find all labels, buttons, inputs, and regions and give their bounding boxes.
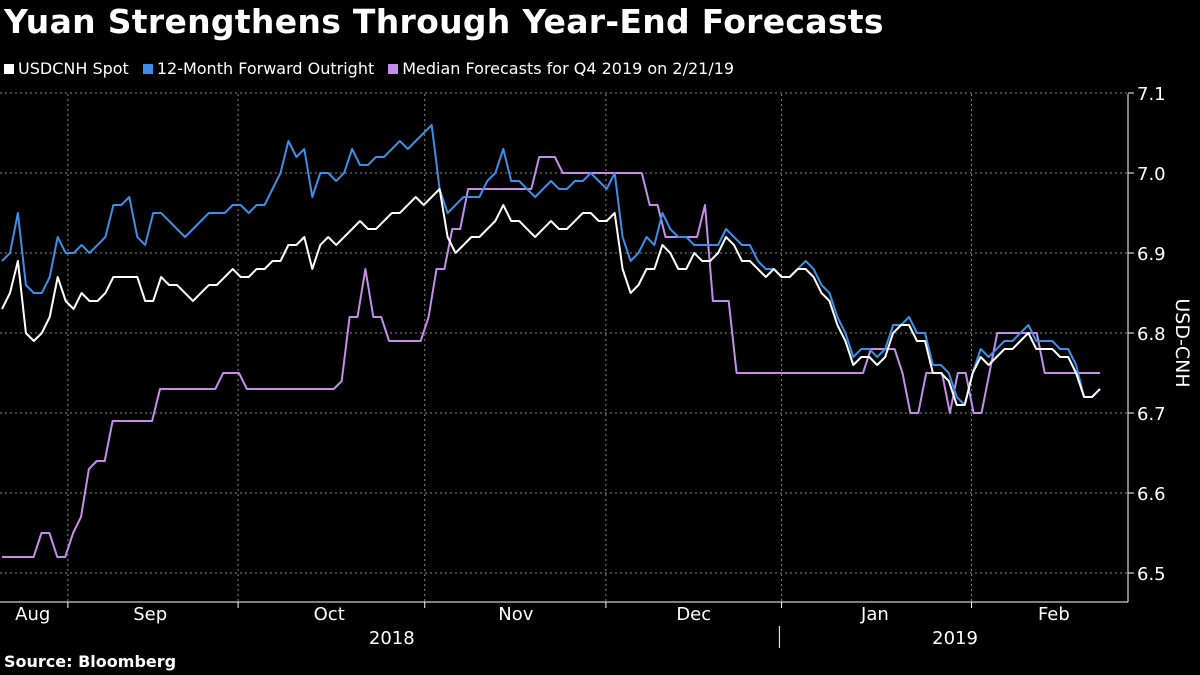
y-tick-label: 6.8 <box>1137 324 1166 345</box>
source-note: Source: Bloomberg <box>4 652 177 671</box>
y-tick-label: 6.9 <box>1137 244 1166 265</box>
series-lines <box>1 124 1101 558</box>
x-tick-labels: Aug Sep Oct Nov Dec Jan Feb 2018 2019 <box>15 604 1070 649</box>
chart-title: Yuan Strengthens Through Year-End Foreca… <box>4 2 884 41</box>
year-label: 2018 <box>369 628 415 649</box>
legend-swatch-forecast <box>388 63 399 74</box>
x-tick-label: Nov <box>498 604 533 625</box>
legend-item-forward: 12-Month Forward Outright <box>142 59 375 78</box>
x-tick-label: Sep <box>133 604 167 625</box>
y-tick-labels: 7.1 7.0 6.9 6.8 6.7 6.6 6.5 <box>1137 84 1166 585</box>
legend-label-forecast: Median Forecasts for Q4 2019 on 2/21/19 <box>402 59 735 78</box>
x-tick-label: Jan <box>860 604 889 625</box>
legend: USDCNH Spot 12-Month Forward Outright Me… <box>4 59 734 78</box>
year-label: 2019 <box>932 628 978 649</box>
y-tick-label: 7.1 <box>1137 84 1166 105</box>
legend-label-spot: USDCNH Spot <box>18 59 129 78</box>
legend-item-spot: USDCNH Spot <box>4 59 129 78</box>
series-line-spot <box>1 188 1101 406</box>
grid <box>0 92 1128 602</box>
axes <box>0 92 1134 648</box>
y-tick-label: 6.7 <box>1137 404 1166 425</box>
x-tick-label: Aug <box>15 604 50 625</box>
y-axis-label: USD-CNH <box>1171 298 1193 387</box>
series-line-forward <box>1 124 1101 406</box>
legend-item-forecast: Median Forecasts for Q4 2019 on 2/21/19 <box>388 59 734 78</box>
series-line-forecast <box>2 156 1100 558</box>
legend-swatch-spot <box>4 63 14 74</box>
x-tick-label: Dec <box>676 604 711 625</box>
y-tick-label: 6.5 <box>1137 564 1166 585</box>
y-tick-label: 6.6 <box>1137 484 1166 505</box>
legend-label-forward: 12-Month Forward Outright <box>156 59 375 78</box>
y-tick-label: 7.0 <box>1137 164 1166 185</box>
legend-swatch-forward <box>142 63 153 74</box>
x-tick-label: Feb <box>1038 604 1070 625</box>
x-tick-label: Oct <box>314 604 345 625</box>
